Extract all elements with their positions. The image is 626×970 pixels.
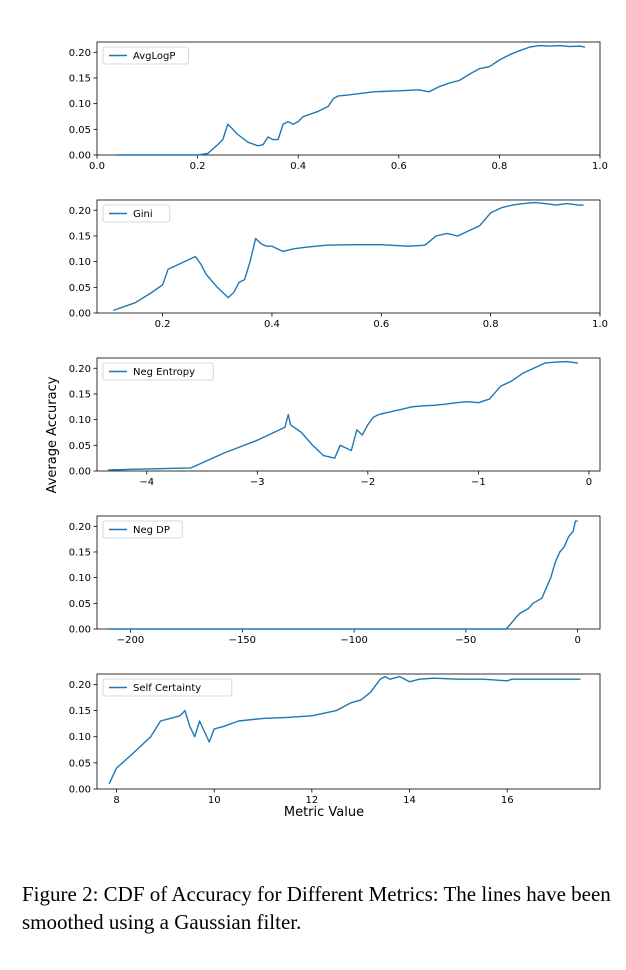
chart-panel-4: 0.00 0.05 0.10 0.15 0.20 −200 −150 −100 −50 0 Neg … [69, 515, 601, 646]
legend-label: Neg Entropy [133, 367, 195, 378]
y-tick-label: 0.15 [69, 73, 91, 84]
x-axis-label: Metric Value [284, 805, 364, 820]
y-tick-label: 0.05 [69, 441, 91, 452]
y-tick-label: 0.20 [69, 680, 91, 691]
figure-caption: Figure 2: CDF of Accuracy for Different … [22, 882, 611, 934]
plot-frame [96, 673, 601, 790]
x-tick-label: −3 [250, 477, 265, 488]
legend-label: Self Certainty [133, 683, 201, 694]
x-tick-label: 0.2 [190, 161, 206, 172]
legend-label: Gini [133, 209, 153, 220]
y-tick-label: 0.10 [69, 573, 91, 584]
x-tick-label: 12 [306, 795, 319, 806]
y-tick-label: 0.15 [69, 231, 91, 242]
y-tick-label: 0.15 [69, 389, 91, 400]
series-line-avglogp [117, 44, 586, 156]
x-tick-label: 0.2 [155, 319, 171, 330]
x-tick-label: 0.4 [264, 319, 280, 330]
x-tick-label: 16 [501, 795, 514, 806]
x-tick-label: 0.8 [491, 161, 507, 172]
x-tick-label: −1 [471, 477, 486, 488]
y-tick-label: 0.20 [69, 48, 91, 59]
x-tick-label: 0.8 [483, 319, 499, 330]
y-tick-label: 0.15 [69, 547, 91, 558]
series-line-gini [113, 201, 584, 312]
x-tick-label: 8 [113, 795, 119, 806]
legend-box [102, 204, 171, 223]
y-tick-label: 0.05 [69, 758, 91, 769]
series-line-neg-dp [108, 520, 578, 630]
y-tick-label: 0.00 [69, 785, 91, 796]
y-tick-label: 0.10 [69, 732, 91, 743]
y-tick-label: 0.20 [69, 522, 91, 533]
plot-frame [96, 199, 601, 314]
x-tick-label: 0.0 [89, 161, 105, 172]
chart-panel-3: 0.00 0.05 0.10 0.15 0.20 −4 −3 −2 −1 0 Neg Entropy [69, 357, 601, 488]
x-tick-label: −4 [139, 477, 154, 488]
x-tick-label: 14 [403, 795, 416, 806]
y-tick-label: 0.00 [69, 467, 91, 478]
series-line-neg-entropy [108, 360, 578, 471]
legend-box [102, 362, 214, 381]
x-tick-label: 0.6 [391, 161, 407, 172]
x-tick-label: 1.0 [592, 161, 608, 172]
y-axis-label: Average Accuracy [45, 376, 60, 493]
legend: Neg Entropy [102, 362, 214, 381]
legend-box [102, 678, 233, 697]
chart-panel-2: 0.00 0.05 0.10 0.15 0.20 0.2 0.4 0.6 0.8 1.0 Gini [69, 199, 608, 330]
y-tick-label: 0.15 [69, 706, 91, 717]
x-tick-label: 0.6 [373, 319, 389, 330]
y-tick-label: 0.00 [69, 309, 91, 320]
y-tick-label: 0.10 [69, 257, 91, 268]
figure-charts: Average Accuracy Metric Value 0.000.050.… [45, 41, 608, 820]
legend-box [102, 46, 189, 65]
x-tick-label: 1.0 [592, 319, 608, 330]
legend-label: Neg DP [133, 525, 170, 536]
legend-box [102, 520, 183, 539]
x-tick-label: 0 [586, 477, 592, 488]
plot-frame [96, 41, 601, 156]
legend: Neg DP [102, 520, 183, 539]
legend: Gini [102, 204, 171, 223]
legend-label: AvgLogP [133, 51, 175, 62]
y-tick-label: 0.10 [69, 415, 91, 426]
plot-frame [96, 357, 601, 472]
chart-panel-1: 0.00 0.05 0.10 0.15 0.20 0.0 0.2 0.4 0.6 0.8 1.0 Av… [69, 41, 608, 172]
x-tick-label: 0 [574, 635, 580, 646]
y-tick-label: 0.00 [69, 151, 91, 162]
x-tick-label: −150 [229, 635, 256, 646]
series-line-self-certainty [108, 675, 581, 785]
y-tick-label: 0.05 [69, 283, 91, 294]
chart-panel-5: 0.00 0.05 0.10 0.15 0.20 8 10 12 14 16 Self Certai… [69, 673, 601, 806]
x-tick-label: 10 [208, 795, 221, 806]
x-tick-label: 0.4 [290, 161, 306, 172]
x-tick-label: −2 [360, 477, 375, 488]
y-tick-label: 0.20 [69, 206, 91, 217]
legend: Self Certainty [102, 678, 233, 697]
y-tick-label: 0.00 [69, 625, 91, 636]
x-tick-label: −50 [455, 635, 476, 646]
legend: AvgLogP [102, 46, 189, 65]
x-tick-label: −200 [117, 635, 144, 646]
y-tick-label: 0.20 [69, 364, 91, 375]
y-tick-label: 0.05 [69, 125, 91, 136]
x-tick-label: −100 [340, 635, 367, 646]
y-tick-label: 0.05 [69, 599, 91, 610]
y-tick-label: 0.10 [69, 99, 91, 110]
